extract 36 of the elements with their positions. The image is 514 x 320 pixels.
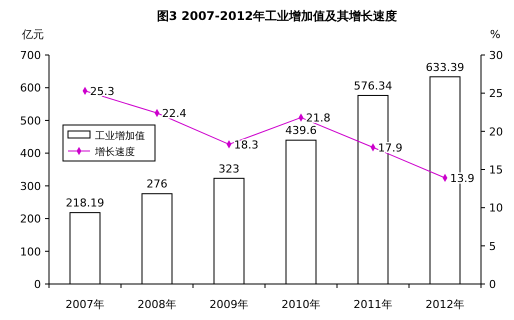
y2-tick-label: 30 bbox=[489, 49, 503, 62]
x-tick-label: 2011年 bbox=[354, 298, 392, 311]
data-label: 22.4 bbox=[162, 107, 186, 120]
data-label: 276 bbox=[146, 178, 168, 191]
x-tick-label: 2007年 bbox=[66, 298, 104, 311]
y-tick-label: 0 bbox=[34, 278, 41, 291]
data-label: 218.19 bbox=[66, 196, 104, 210]
x-tick-label: 2012年 bbox=[426, 298, 464, 311]
y-tick-label: 200 bbox=[20, 212, 41, 226]
y2-tick-label: 0 bbox=[489, 278, 496, 291]
data-label: 25.3 bbox=[90, 84, 114, 98]
data-label: 439.6 bbox=[285, 124, 317, 138]
y-tick-label: 400 bbox=[20, 147, 41, 160]
y-axis-title: 亿元 bbox=[21, 28, 44, 41]
data-label: 323 bbox=[218, 162, 240, 176]
x-tick-label: 2009年 bbox=[210, 298, 248, 311]
legend-label: 工业增加值 bbox=[95, 130, 145, 142]
data-label: 576.34 bbox=[354, 79, 392, 92]
y2-axis-title: % bbox=[490, 28, 500, 41]
x-tick-label: 2010年 bbox=[282, 298, 320, 311]
data-label: 18.3 bbox=[234, 138, 258, 152]
y2-tick-label: 25 bbox=[489, 87, 503, 100]
data-label: 633.39 bbox=[426, 60, 464, 74]
data-label: 21.8 bbox=[306, 112, 330, 125]
y2-tick-label: 5 bbox=[489, 240, 496, 253]
y-tick-label: 100 bbox=[20, 245, 41, 258]
y-tick-label: 500 bbox=[20, 114, 41, 128]
y-tick-label: 700 bbox=[20, 49, 41, 62]
y2-tick-label: 10 bbox=[489, 202, 503, 215]
y-tick-label: 300 bbox=[20, 180, 41, 193]
y-tick-label: 600 bbox=[20, 82, 41, 95]
x-tick-label: 2008年 bbox=[138, 298, 176, 311]
legend-label: 增长速度 bbox=[94, 146, 135, 158]
y2-tick-label: 15 bbox=[489, 164, 503, 176]
y2-tick-label: 20 bbox=[489, 125, 503, 138]
chart-title: 图3 2007-2012年工业增加值及其增长速度 bbox=[156, 9, 398, 23]
